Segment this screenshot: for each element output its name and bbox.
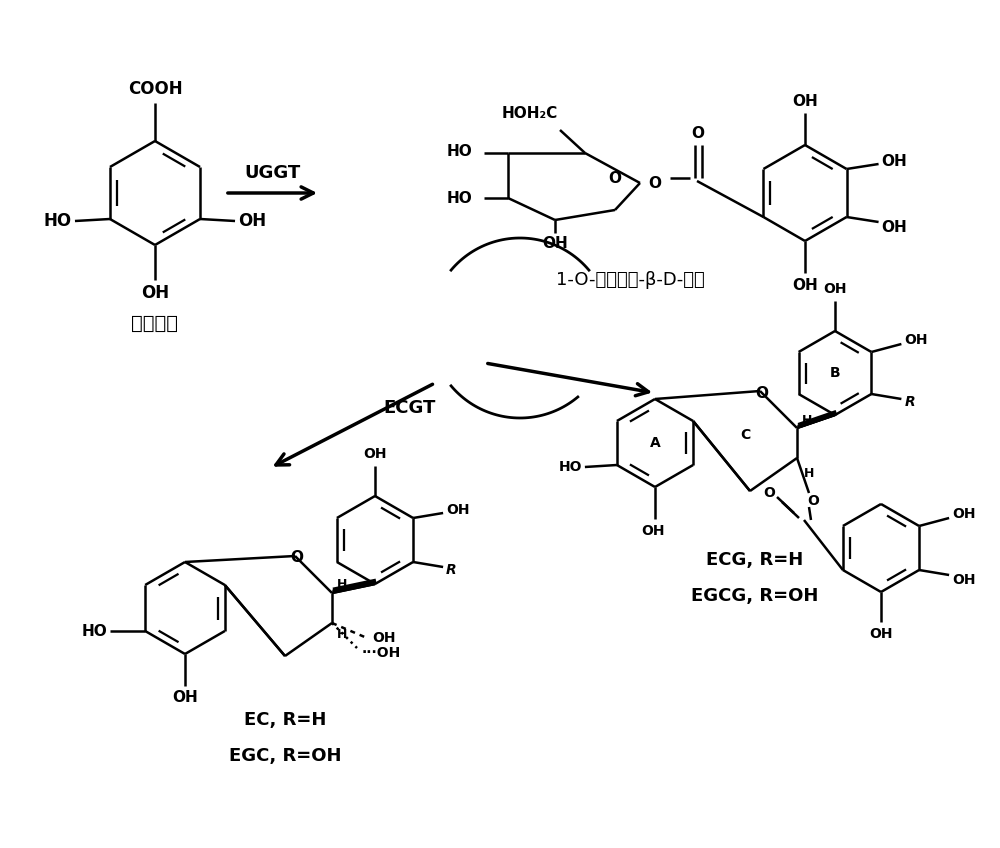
- Text: OH: OH: [372, 631, 396, 645]
- Text: OH: OH: [792, 277, 818, 293]
- Text: O: O: [648, 176, 662, 191]
- Text: OH: OH: [952, 573, 976, 587]
- Text: HO: HO: [446, 143, 472, 159]
- Text: O: O: [608, 170, 622, 186]
- Text: OH: OH: [952, 507, 976, 521]
- Text: OH: OH: [882, 220, 907, 235]
- Text: OH: OH: [238, 212, 266, 230]
- Text: OH: OH: [641, 524, 665, 538]
- Text: H: H: [804, 466, 814, 479]
- Text: OH: OH: [446, 503, 470, 517]
- Text: UGGT: UGGT: [244, 164, 300, 182]
- Text: OH: OH: [882, 153, 907, 169]
- Text: R: R: [446, 563, 457, 577]
- Text: ECG, R=H: ECG, R=H: [706, 551, 804, 569]
- Text: HO: HO: [44, 212, 72, 230]
- Text: O: O: [692, 126, 704, 141]
- Text: H: H: [337, 578, 347, 592]
- Text: ECGT: ECGT: [384, 399, 436, 417]
- Text: O: O: [756, 386, 768, 400]
- Text: A: A: [650, 436, 660, 450]
- Text: EC, R=H: EC, R=H: [244, 711, 326, 729]
- Text: OH: OH: [141, 284, 169, 302]
- Text: COOH: COOH: [128, 80, 182, 98]
- Text: 1-O-没食子酰-β-D-葡糖: 1-O-没食子酰-β-D-葡糖: [556, 271, 704, 289]
- Text: OH: OH: [363, 447, 387, 461]
- Text: B: B: [830, 366, 840, 380]
- Text: EGCG, R=OH: EGCG, R=OH: [691, 587, 819, 605]
- Text: O: O: [290, 550, 304, 566]
- Text: OH: OH: [172, 690, 198, 706]
- Text: HO: HO: [446, 191, 472, 205]
- Text: R: R: [904, 395, 915, 409]
- Text: HO: HO: [81, 623, 107, 639]
- Text: O: O: [807, 494, 819, 508]
- Text: OH: OH: [869, 627, 893, 641]
- Text: C: C: [740, 428, 750, 442]
- Text: OH: OH: [792, 93, 818, 109]
- Text: O: O: [763, 486, 775, 500]
- Text: OH: OH: [823, 282, 847, 296]
- Text: H: H: [337, 628, 347, 641]
- Text: OH: OH: [542, 236, 568, 250]
- Text: HOH₂C: HOH₂C: [502, 105, 558, 120]
- Text: H: H: [802, 414, 812, 427]
- Text: ···OH: ···OH: [362, 646, 401, 660]
- Text: 没食子酸: 没食子酸: [132, 314, 178, 332]
- Text: EGC, R=OH: EGC, R=OH: [229, 747, 341, 765]
- Text: OH: OH: [904, 333, 928, 347]
- Text: HO: HO: [558, 460, 582, 474]
